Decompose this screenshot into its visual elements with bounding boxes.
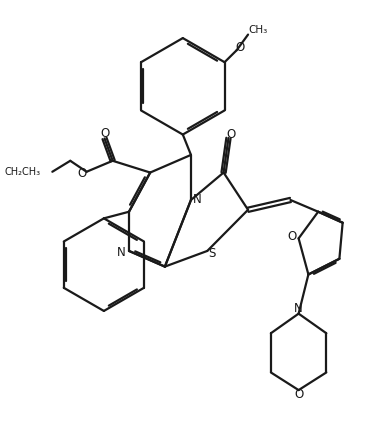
Text: O: O — [294, 388, 303, 401]
Text: O: O — [100, 127, 109, 140]
Text: O: O — [227, 128, 236, 141]
Text: CH₃: CH₃ — [248, 25, 267, 35]
Text: N: N — [193, 194, 202, 207]
Text: O: O — [235, 41, 244, 54]
Text: S: S — [208, 247, 216, 260]
Text: O: O — [77, 167, 86, 180]
Text: O: O — [287, 230, 296, 243]
Text: N: N — [294, 302, 303, 315]
Text: N: N — [117, 246, 126, 259]
Text: CH₂CH₃: CH₂CH₃ — [4, 167, 41, 177]
